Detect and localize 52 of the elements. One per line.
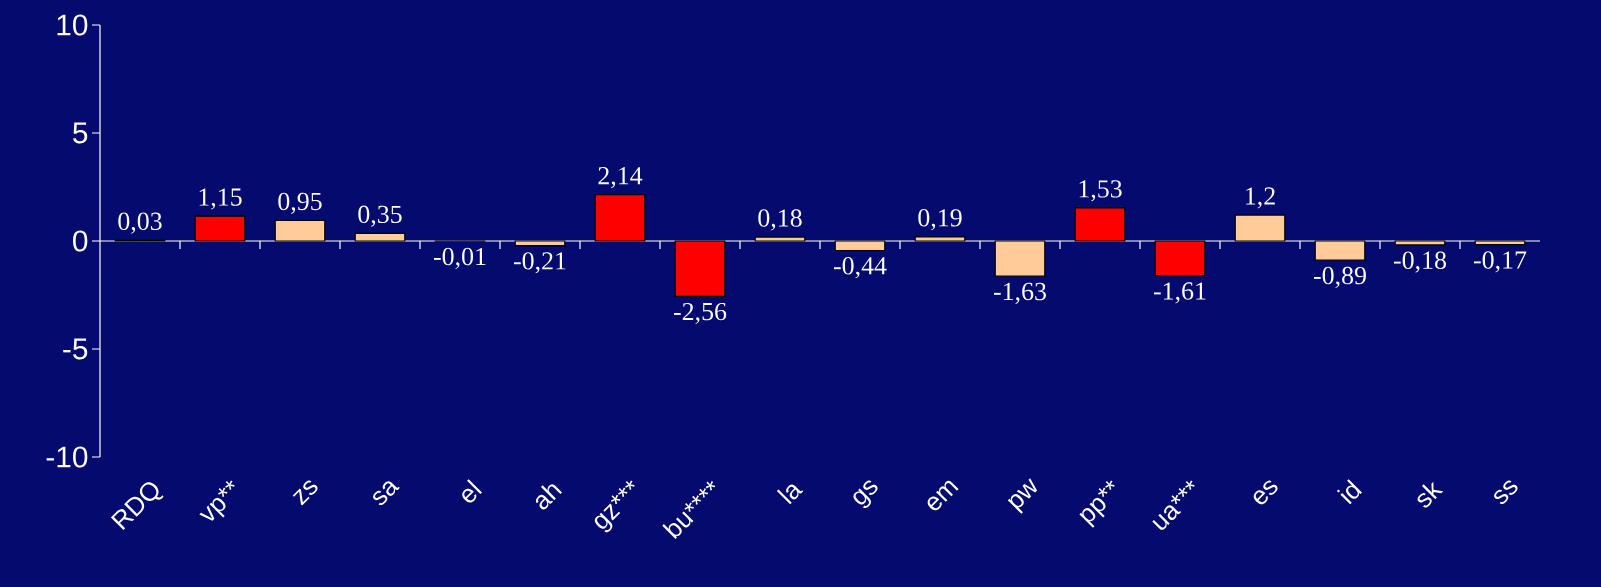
bar xyxy=(354,232,406,242)
bar xyxy=(834,240,886,252)
bar xyxy=(1314,240,1366,261)
x-tick-label: sa xyxy=(373,481,400,506)
bar xyxy=(914,236,966,242)
data-label: 1,53 xyxy=(1079,180,1122,202)
data-label: -0,17 xyxy=(1474,251,1527,273)
x-tick-label: gs xyxy=(853,480,878,509)
data-label: -0,18 xyxy=(1394,251,1446,273)
data-label: 0,95 xyxy=(278,192,322,214)
x-tick-label: id xyxy=(1336,479,1362,505)
data-label: 2,14 xyxy=(598,167,643,189)
bar xyxy=(754,236,806,242)
x-tick-label: ss xyxy=(1494,480,1518,505)
data-label: -0,44 xyxy=(834,257,887,279)
data-label: -0,21 xyxy=(513,252,566,274)
y-tick-label: 0 xyxy=(73,230,88,252)
y-tick-label: -5 xyxy=(63,338,88,360)
data-label: -2,56 xyxy=(673,302,727,325)
data-label: 0,35 xyxy=(358,205,402,227)
y-tick-label: 10 xyxy=(57,14,88,36)
x-tick-label: zs xyxy=(292,480,318,506)
x-tick-label: pw xyxy=(1007,478,1038,514)
bar xyxy=(1074,207,1126,242)
x-tick-label: sk xyxy=(1417,481,1444,508)
bar xyxy=(194,215,246,242)
bar xyxy=(1154,240,1206,277)
bar xyxy=(674,240,726,297)
bar xyxy=(274,219,326,242)
x-tick-label: es xyxy=(1253,480,1278,505)
data-label: 1,2 xyxy=(1246,187,1275,209)
x-tick-label: el xyxy=(462,479,482,503)
x-tick-label: vp** xyxy=(199,480,235,521)
bar xyxy=(514,240,566,247)
y-tick-label: 5 xyxy=(73,122,88,144)
bar xyxy=(1394,240,1446,246)
x-tick-label: ah xyxy=(535,484,562,510)
data-label: -0,01 xyxy=(433,247,486,270)
bar xyxy=(994,240,1046,277)
x-tick-label: la xyxy=(776,484,804,505)
data-label: 0,03 xyxy=(118,212,162,234)
data-label: 1,15 xyxy=(199,188,242,210)
data-label: 0,19 xyxy=(918,209,962,231)
y-tick-label: -10 xyxy=(46,446,88,468)
x-tick-label: em xyxy=(927,480,959,511)
bar xyxy=(1234,214,1286,242)
bar xyxy=(594,194,646,242)
data-label: 0,18 xyxy=(758,209,802,231)
data-label: -1,63 xyxy=(994,282,1046,304)
data-label: -1,61 xyxy=(1154,282,1206,304)
bar xyxy=(1474,240,1526,246)
data-label: -0,89 xyxy=(1314,266,1366,289)
